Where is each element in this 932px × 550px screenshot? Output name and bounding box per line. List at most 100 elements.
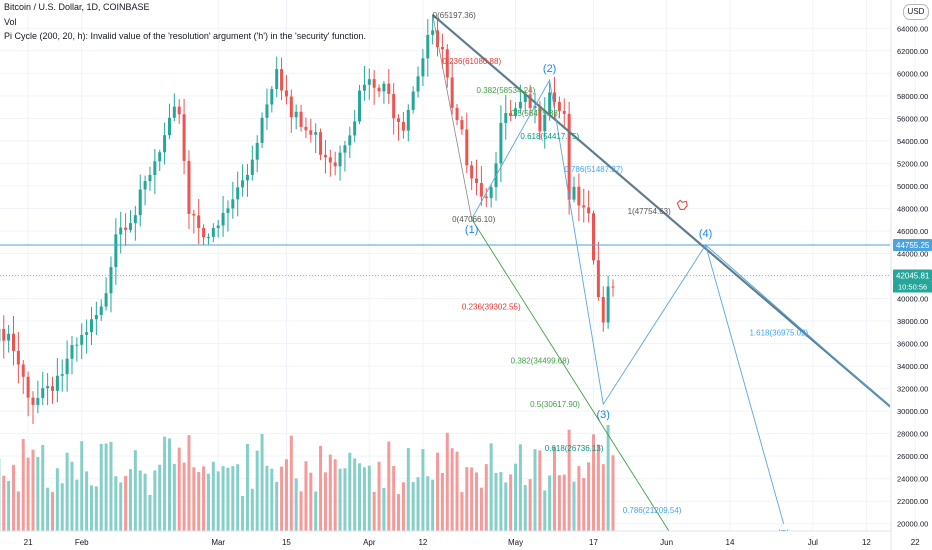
volume-bar [60, 483, 64, 531]
candle-body [596, 260, 600, 298]
volume-bar [553, 446, 557, 531]
candle-body [553, 92, 557, 103]
candle-body [348, 135, 352, 146]
price-tick-label: 50000.00 [897, 182, 928, 191]
candle-body [543, 115, 547, 132]
candle-body [80, 334, 84, 345]
volume-bar [187, 435, 191, 531]
candle-body [470, 165, 474, 179]
volume-bar [65, 452, 69, 531]
volume-bar [465, 467, 469, 531]
candle-body [504, 113, 508, 123]
candle-body [158, 152, 162, 162]
volume-bar [489, 443, 493, 531]
candle-body [314, 132, 318, 135]
volume-bar [358, 463, 362, 531]
price-tick-label: 64000.00 [897, 24, 928, 33]
volume-bar [460, 492, 464, 531]
price-tick-label: 28000.00 [897, 430, 928, 439]
candle-body [197, 215, 201, 228]
candle-body [65, 358, 69, 375]
candle-body [260, 117, 264, 143]
volume-bar [528, 479, 532, 531]
volume-bar [104, 443, 108, 531]
fib-upper-label-0-382: 0.382(58534.24) [477, 86, 536, 95]
grid-layer [0, 0, 916, 531]
volume-bar [206, 473, 210, 531]
volume-bar [431, 479, 435, 531]
volume-bar [119, 482, 123, 531]
candle-body [55, 375, 59, 391]
candle-body [148, 175, 152, 182]
wave-label-5: (5) [777, 529, 790, 541]
candle-body [362, 84, 366, 91]
candle-body [2, 328, 6, 341]
price-tick-label: 58000.00 [897, 92, 928, 101]
candle-body [138, 189, 142, 216]
volume-bar [41, 444, 45, 531]
candle-body [270, 89, 274, 105]
currency-badge[interactable]: USD [903, 4, 929, 20]
candle-body [109, 267, 113, 294]
volume-bar [362, 467, 366, 531]
candle-body [21, 364, 25, 377]
price-tick-label: 52000.00 [897, 159, 928, 168]
candle-body [275, 69, 279, 90]
volume-bar [475, 472, 479, 531]
volume-bar [314, 491, 318, 531]
candle-body [353, 121, 357, 136]
volume-bar [392, 466, 396, 531]
volume-bar [406, 448, 410, 531]
time-tick-label: 21 [24, 538, 33, 547]
volume-bar [75, 479, 79, 531]
volume-bar [280, 466, 284, 531]
volume-bar [21, 439, 25, 531]
volume-bar [158, 464, 162, 531]
volume-bar [587, 462, 591, 531]
candle-body [221, 212, 225, 226]
drawing-layer: 0(65197.36) 0.236(61080.88) 0.382(58534.24… [0, 11, 890, 541]
chart-title: Bitcoin / U.S. Dollar, 1D, COINBASE [4, 2, 150, 12]
candle-body [323, 154, 327, 158]
fib-lower-label-0-382: 0.382(34499.68) [511, 356, 570, 365]
candle-body [231, 199, 235, 209]
candle-body [611, 286, 615, 288]
price-tick-label: 26000.00 [897, 452, 928, 461]
price-tick-label: 48000.00 [897, 204, 928, 213]
volume-bar [128, 469, 132, 531]
volume-bar [250, 488, 254, 531]
candle-body [124, 227, 128, 230]
volume-bar [445, 432, 449, 531]
fib-lower-label-0-236: 0.236(39302.55) [462, 302, 521, 311]
cursor-hand-outline [676, 199, 688, 210]
volume-bar [260, 434, 264, 531]
volume-bar [611, 455, 615, 531]
candle-body [16, 350, 20, 365]
candle-body [333, 162, 337, 167]
volume-bar [440, 472, 444, 531]
level-price-badge-bg [893, 238, 932, 251]
volume-bar [163, 436, 167, 531]
volume-bar [343, 468, 347, 531]
wave-label-1: (1) [465, 224, 478, 236]
last-price-badge-sub-bg [893, 281, 932, 293]
price-tick-label: 56000.00 [897, 114, 928, 123]
volume-bar [372, 491, 376, 531]
volume-bar [148, 494, 152, 531]
candle-body [567, 113, 571, 200]
price-tick-label: 36000.00 [897, 340, 928, 349]
volume-bar [94, 486, 98, 531]
trendline-extension [705, 244, 890, 408]
volume-bar [109, 441, 113, 531]
volume-bar [353, 458, 357, 531]
price-tick-label: 24000.00 [897, 475, 928, 484]
level-price-badge: 44755.25 [896, 241, 930, 250]
candle-body [245, 174, 249, 181]
volume-bar [387, 441, 391, 531]
volume-bar [479, 487, 483, 531]
candle-body [328, 157, 332, 163]
candle-body [119, 227, 123, 235]
time-tick-label: 17 [589, 538, 598, 547]
